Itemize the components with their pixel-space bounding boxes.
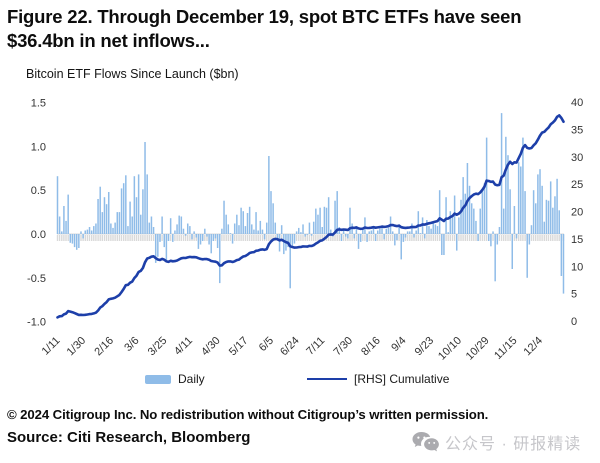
svg-text:15: 15	[571, 234, 583, 246]
right-axis-labels: 40 35 30 25 20 15 10 5 0	[571, 97, 583, 328]
watermark-text: 公众号 · 研报精读	[445, 436, 582, 453]
svg-text:9/23: 9/23	[413, 335, 437, 359]
svg-text:7/11: 7/11	[304, 335, 327, 358]
svg-text:1.5: 1.5	[31, 98, 46, 110]
svg-text:0.0: 0.0	[31, 229, 46, 241]
svg-text:1/30: 1/30	[65, 335, 89, 359]
chart-legend: Daily [RHS] Cumulative	[0, 369, 600, 389]
svg-text:0.5: 0.5	[31, 185, 46, 197]
svg-text:3/25: 3/25	[146, 335, 170, 359]
svg-text:7/30: 7/30	[331, 335, 355, 359]
source-line: Source: Citi Research, Bloomberg	[7, 429, 251, 446]
svg-text:11/15: 11/15	[492, 335, 519, 362]
svg-text:5: 5	[571, 289, 577, 301]
svg-text:9/4: 9/4	[389, 335, 408, 354]
svg-text:-1.0: -1.0	[27, 317, 46, 329]
legend-item-cumulative: [RHS] Cumulative	[307, 369, 449, 389]
svg-text:12/4: 12/4	[521, 335, 545, 359]
svg-text:30: 30	[571, 152, 583, 164]
copyright-notice: © 2024 Citigroup Inc. No redistribution …	[7, 407, 489, 422]
svg-text:0: 0	[571, 316, 577, 328]
svg-text:10/29: 10/29	[464, 335, 492, 363]
svg-text:4/30: 4/30	[199, 335, 223, 359]
x-axis-date-labels: 1/11 1/30 2/16 3/6 3/25 4/11 4/30 5/17 6/5 6/24 7/…	[40, 335, 546, 363]
daily-flow-bars	[56, 113, 565, 294]
svg-text:-0.5: -0.5	[27, 273, 46, 285]
svg-text:6/24: 6/24	[278, 335, 302, 359]
svg-text:25: 25	[571, 179, 583, 191]
svg-text:40: 40	[571, 97, 583, 109]
svg-text:4/11: 4/11	[172, 335, 195, 358]
legend-item-daily: Daily	[145, 369, 205, 389]
svg-text:8/16: 8/16	[359, 335, 383, 359]
svg-text:1/11: 1/11	[40, 335, 63, 358]
wechat-watermark: 公众号 · 研报精读	[411, 430, 581, 454]
svg-text:20: 20	[571, 207, 583, 219]
left-axis-labels: 1.5 1.0 0.5 0.0 -0.5 -1.0	[27, 98, 46, 329]
cumulative-line-swatch-icon	[307, 377, 347, 381]
svg-text:35: 35	[571, 124, 583, 136]
svg-text:5/17: 5/17	[227, 335, 251, 359]
svg-text:3/6: 3/6	[122, 335, 141, 354]
chart-subtitle: Bitcoin ETF Flows Since Launch ($bn)	[26, 67, 239, 81]
figure-title-line2: $36.4bn in net inflows...	[7, 30, 210, 51]
legend-cumulative-label: [RHS] Cumulative	[354, 372, 450, 386]
figure-title-line1: Figure 22. Through December 19, spot BTC…	[7, 6, 522, 27]
legend-daily-label: Daily	[178, 372, 205, 386]
wechat-icon	[412, 432, 439, 452]
svg-text:10: 10	[571, 261, 583, 273]
cumulative-line	[56, 114, 565, 319]
svg-text:6/5: 6/5	[257, 335, 276, 354]
svg-text:1.0: 1.0	[31, 141, 46, 153]
svg-text:10/10: 10/10	[436, 335, 464, 363]
figure-title: Figure 22. Through December 19, spot BTC…	[7, 5, 595, 53]
svg-text:2/16: 2/16	[92, 335, 116, 359]
daily-bar-swatch-icon	[145, 374, 171, 384]
